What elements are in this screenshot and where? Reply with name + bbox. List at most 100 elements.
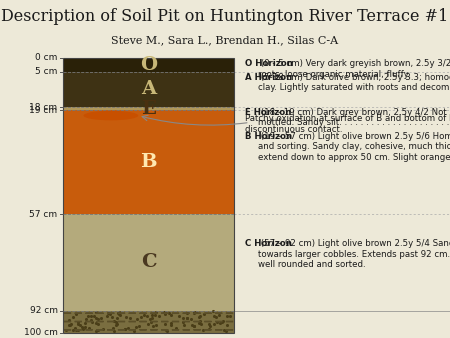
Point [163, 327, 170, 333]
Point [195, 314, 203, 320]
Point [180, 323, 188, 328]
Text: O Horizon: O Horizon [245, 59, 293, 68]
Point [188, 322, 195, 327]
Point [183, 316, 190, 321]
Text: 0 cm: 0 cm [35, 53, 58, 63]
Point [92, 328, 99, 333]
Point [200, 328, 207, 333]
Text: E: E [141, 100, 156, 118]
Point [112, 319, 120, 324]
Point [93, 309, 100, 315]
Point [72, 327, 80, 332]
Point [223, 322, 230, 328]
Point [134, 316, 141, 321]
Point [190, 323, 197, 329]
Point [218, 319, 225, 324]
Point [211, 313, 218, 319]
Text: Steve M., Sara L., Brendan H., Silas C-A: Steve M., Sara L., Brendan H., Silas C-A [112, 35, 338, 46]
Point [152, 322, 159, 328]
Point [215, 312, 222, 318]
Point [210, 322, 217, 327]
Text: (57 – 92 cm) Light olive brown 2.5y 5/4 Sand transitioning
towards larger cobble: (57 – 92 cm) Light olive brown 2.5y 5/4 … [258, 239, 450, 269]
Point [146, 316, 153, 321]
Point [206, 326, 213, 332]
Point [172, 325, 179, 331]
Text: 19 cm: 19 cm [30, 105, 58, 115]
Point [76, 323, 84, 328]
Point [130, 329, 137, 334]
Point [112, 322, 120, 328]
Text: C Horizon: C Horizon [245, 239, 292, 248]
Point [160, 310, 167, 315]
Point [113, 321, 121, 327]
Point [85, 314, 92, 319]
Point [105, 311, 112, 316]
Point [209, 309, 216, 314]
Point [216, 320, 224, 326]
Point [92, 315, 99, 321]
Point [81, 324, 88, 330]
Text: 92 cm: 92 cm [30, 306, 58, 315]
Ellipse shape [84, 111, 138, 120]
Point [196, 319, 203, 324]
Text: Patchy oxidation at surface of B and bottom of E horizons,
discontinuous contact: Patchy oxidation at surface of B and bot… [245, 114, 450, 134]
Text: Description of Soil Pit on Huntington River Terrace #1: Description of Soil Pit on Huntington Ri… [1, 8, 449, 25]
Point [195, 320, 203, 325]
Point [88, 313, 95, 319]
Point [138, 314, 145, 320]
Point [66, 322, 73, 327]
Text: (18 - 19 cm) Dark grey brown, 2.5y 4/2 Not evenly distributed, very
mottled. San: (18 - 19 cm) Dark grey brown, 2.5y 4/2 N… [258, 108, 450, 127]
Point [67, 322, 74, 328]
Point [167, 320, 175, 325]
Point [95, 327, 102, 332]
Point [107, 311, 114, 316]
Point [95, 321, 102, 327]
Point [69, 314, 76, 320]
Point [124, 325, 131, 331]
Text: 5 cm: 5 cm [35, 67, 58, 76]
Point [90, 314, 97, 319]
Point [74, 321, 81, 327]
Point [92, 321, 99, 326]
Point [100, 327, 107, 332]
Point [155, 313, 162, 319]
Text: 57 cm: 57 cm [30, 210, 58, 219]
Text: B Horizon: B Horizon [245, 132, 292, 141]
Point [220, 319, 227, 324]
Point [198, 321, 205, 327]
Point [103, 314, 110, 319]
Point [122, 327, 129, 332]
Point [205, 322, 212, 327]
Point [161, 322, 168, 327]
Text: (0 - 5 cm) Very dark greyish brown, 2.5y 3/2. Lots of leaf litter,
roots, loose : (0 - 5 cm) Very dark greyish brown, 2.5y… [258, 59, 450, 79]
Point [81, 320, 89, 325]
Point [220, 327, 227, 332]
Point [200, 311, 207, 316]
Point [135, 323, 142, 329]
Point [133, 324, 140, 329]
Point [63, 327, 70, 332]
Point [162, 311, 169, 316]
Point [68, 321, 75, 327]
Point [114, 311, 121, 316]
Point [180, 316, 187, 321]
Bar [63, 110, 234, 214]
Point [89, 319, 96, 324]
Text: (5-18 cm) Dark olive brown, 2.5y 3.3; homogeneous soil color. Silty
clay. Lightl: (5-18 cm) Dark olive brown, 2.5y 3.3; ho… [258, 73, 450, 92]
Point [123, 315, 130, 320]
Point [190, 323, 197, 329]
Bar [63, 58, 234, 72]
Point [162, 309, 169, 314]
Point [74, 327, 81, 332]
Point [166, 310, 173, 316]
Text: A Horizon: A Horizon [245, 73, 292, 82]
Bar [63, 311, 234, 333]
Bar [63, 72, 234, 107]
Point [148, 312, 155, 318]
Point [126, 316, 134, 321]
Point [184, 315, 191, 320]
Point [213, 314, 220, 319]
Point [183, 311, 190, 316]
Point [193, 309, 200, 315]
Point [207, 323, 214, 329]
